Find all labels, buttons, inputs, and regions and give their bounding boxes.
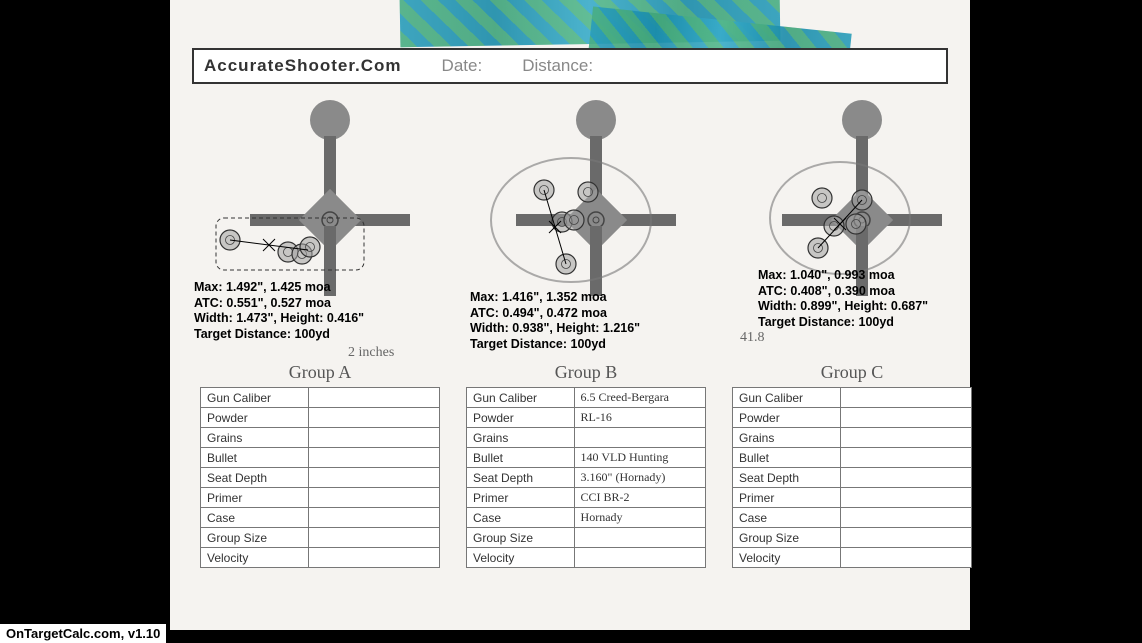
- group-block-A: Group A Gun CaliberPowderGrainsBulletSea…: [200, 362, 440, 568]
- row-label: Case: [467, 508, 575, 528]
- row-value: [840, 408, 971, 428]
- row-value: [840, 448, 971, 468]
- row-label: Velocity: [201, 548, 309, 568]
- distance-label: Distance:: [522, 56, 593, 76]
- row-label: Primer: [467, 488, 575, 508]
- group-block-B: Group B Gun Caliber6.5 Creed-BergaraPowd…: [466, 362, 706, 568]
- row-label: Bullet: [467, 448, 575, 468]
- stats-B: Max: 1.416", 1.352 moaATC: 0.494", 0.472…: [470, 290, 640, 353]
- row-label: Powder: [733, 408, 841, 428]
- row-value: 6.5 Creed-Bergara: [574, 388, 705, 408]
- row-value: [574, 428, 705, 448]
- row-value: [840, 508, 971, 528]
- row-value: [840, 548, 971, 568]
- row-label: Gun Caliber: [201, 388, 309, 408]
- row-label: Case: [733, 508, 841, 528]
- row-value: [308, 388, 439, 408]
- row-value: [574, 528, 705, 548]
- group-title: Group B: [466, 362, 706, 383]
- row-value: [308, 468, 439, 488]
- row-label: Velocity: [733, 548, 841, 568]
- row-label: Seat Depth: [733, 468, 841, 488]
- stats-C: Max: 1.040", 0.993 moaATC: 0.408", 0.390…: [758, 268, 928, 331]
- row-value: 3.160" (Hornady): [574, 468, 705, 488]
- row-value: [840, 428, 971, 448]
- row-value: Hornady: [574, 508, 705, 528]
- data-table-A: Gun CaliberPowderGrainsBulletSeat DepthP…: [200, 387, 440, 568]
- row-value: [840, 528, 971, 548]
- row-label: Seat Depth: [201, 468, 309, 488]
- footer-credit: OnTargetCalc.com, v1.10: [0, 624, 166, 643]
- row-value: [308, 528, 439, 548]
- hand-note: 41.8: [740, 330, 765, 346]
- data-table-C: Gun CaliberPowderGrainsBulletSeat DepthP…: [732, 387, 972, 568]
- data-table-B: Gun Caliber6.5 Creed-BergaraPowderRL-16G…: [466, 387, 706, 568]
- row-label: Grains: [201, 428, 309, 448]
- target-svg-B: [456, 92, 696, 322]
- row-label: Group Size: [733, 528, 841, 548]
- row-value: [574, 548, 705, 568]
- row-label: Powder: [201, 408, 309, 428]
- group-title: Group A: [200, 362, 440, 383]
- paper-sheet: AccurateShooter.Com Date: Distance:: [170, 0, 970, 630]
- stats-A: Max: 1.492", 1.425 moaATC: 0.551", 0.527…: [194, 280, 364, 343]
- row-value: RL-16: [574, 408, 705, 428]
- group-block-C: Group C Gun CaliberPowderGrainsBulletSea…: [732, 362, 972, 568]
- row-value: [308, 548, 439, 568]
- target-B: [436, 92, 702, 322]
- row-value: CCI BR-2: [574, 488, 705, 508]
- row-label: Bullet: [733, 448, 841, 468]
- row-label: Group Size: [467, 528, 575, 548]
- row-label: Primer: [201, 488, 309, 508]
- row-label: Gun Caliber: [733, 388, 841, 408]
- date-label: Date:: [442, 56, 483, 76]
- row-value: 140 VLD Hunting: [574, 448, 705, 468]
- header-box: AccurateShooter.Com Date: Distance:: [192, 48, 948, 84]
- row-value: [840, 388, 971, 408]
- row-value: [308, 488, 439, 508]
- row-label: Seat Depth: [467, 468, 575, 488]
- row-value: [308, 428, 439, 448]
- row-value: [840, 488, 971, 508]
- row-label: Velocity: [467, 548, 575, 568]
- row-label: Powder: [467, 408, 575, 428]
- row-label: Case: [201, 508, 309, 528]
- group-title: Group C: [732, 362, 972, 383]
- row-label: Grains: [733, 428, 841, 448]
- row-label: Bullet: [201, 448, 309, 468]
- site-title: AccurateShooter.Com: [204, 56, 402, 76]
- row-label: Grains: [467, 428, 575, 448]
- row-label: Gun Caliber: [467, 388, 575, 408]
- hand-note: 2 inches: [348, 345, 394, 361]
- row-value: [308, 508, 439, 528]
- row-label: Primer: [733, 488, 841, 508]
- row-value: [840, 468, 971, 488]
- row-value: [308, 408, 439, 428]
- row-value: [308, 448, 439, 468]
- row-label: Group Size: [201, 528, 309, 548]
